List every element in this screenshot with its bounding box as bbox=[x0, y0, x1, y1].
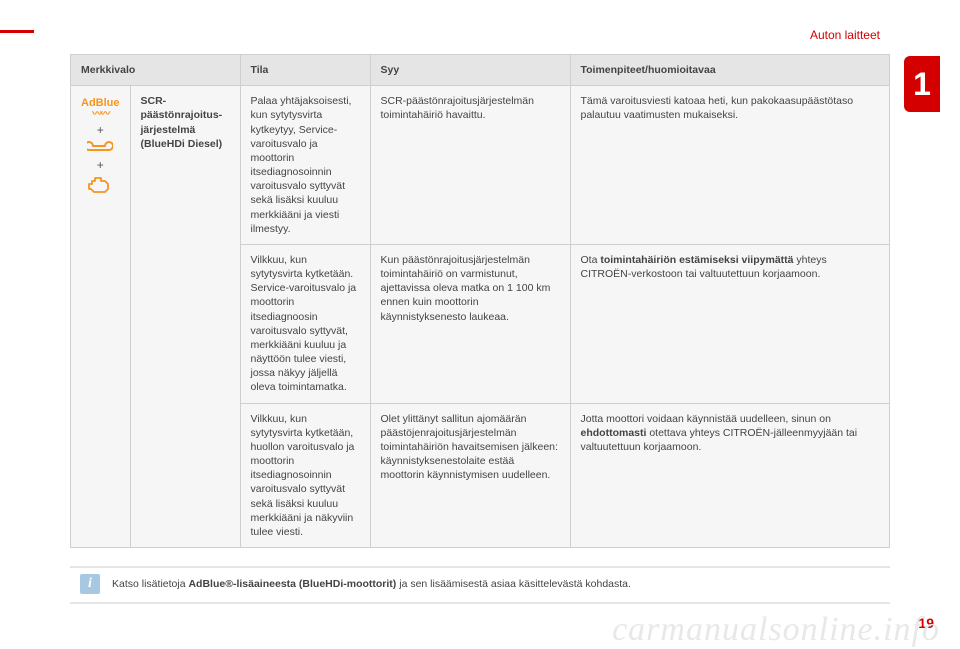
adblue-text: AdBlue bbox=[81, 97, 120, 109]
txt: Jotta moottori voidaan käynnistää uudell… bbox=[581, 413, 831, 425]
cell-tila: Vilkkuu, kun sytytysvirta kytketään. Ser… bbox=[240, 244, 370, 403]
table-header-row: Merkkivalo Tila Syy Toimenpiteet/huomioi… bbox=[71, 55, 890, 86]
engine-icon bbox=[87, 175, 113, 195]
txt-bold: ehdottomasti bbox=[581, 427, 647, 439]
plus-icon: + bbox=[81, 157, 120, 173]
adblue-icon: AdBlue 〰〰 bbox=[81, 97, 120, 120]
page-number: 19 bbox=[918, 615, 934, 631]
info-bold: AdBlue®-lisäaineesta (BlueHDi-moottorit) bbox=[188, 578, 396, 590]
cell-tila: Palaa yhtäjaksoisesti, kun sytytysvirta … bbox=[240, 86, 370, 245]
section-title: Auton laitteet bbox=[810, 28, 880, 42]
cell-toim: Ota toimintahäiriön estämiseksi viipymät… bbox=[570, 244, 890, 403]
cell-syy: Olet ylittänyt sallitun ajomäärän päästö… bbox=[370, 403, 570, 548]
col-toimenpiteet: Toimenpiteet/huomioitavaa bbox=[570, 55, 890, 86]
thumb-tab: 1 bbox=[904, 56, 940, 112]
cell-syy: Kun päästönrajoitusjärjestelmän toiminta… bbox=[370, 244, 570, 403]
cell-tila: Vilkkuu, kun sytytysvirta kytketään, huo… bbox=[240, 403, 370, 548]
txt-bold: toimintahäiriön estämiseksi viipymättä bbox=[600, 254, 793, 266]
txt: Ota bbox=[581, 254, 601, 266]
col-tila: Tila bbox=[240, 55, 370, 86]
table-row: AdBlue 〰〰 + + SCR-päästönrajoitus-järjes… bbox=[71, 86, 890, 245]
info-icon: i bbox=[80, 574, 100, 594]
col-syy: Syy bbox=[370, 55, 570, 86]
col-merkkivalo: Merkkivalo bbox=[71, 55, 241, 86]
cell-toim: Tämä varoitusviesti katoaa heti, kun pak… bbox=[570, 86, 890, 245]
wrench-icon bbox=[87, 141, 113, 155]
info-text: Katso lisätietoja bbox=[112, 578, 188, 590]
cell-syy: SCR-päästönrajoitusjärjestelmän toiminta… bbox=[370, 86, 570, 245]
warning-table: Merkkivalo Tila Syy Toimenpiteet/huomioi… bbox=[70, 54, 890, 548]
accent-bar bbox=[0, 30, 34, 33]
watermark: carmanualsonline.info bbox=[612, 611, 940, 649]
info-text: ja sen lisäämisestä asiaa käsittelevästä… bbox=[396, 578, 631, 590]
cell-toim: Jotta moottori voidaan käynnistää uudell… bbox=[570, 403, 890, 548]
plus-icon: + bbox=[81, 122, 120, 138]
indicator-icons: AdBlue 〰〰 + + bbox=[71, 86, 131, 548]
adblue-wave: 〰〰 bbox=[81, 110, 120, 120]
info-box: i Katso lisätietoja AdBlue®-lisäaineesta… bbox=[70, 566, 890, 604]
indicator-label: SCR-päästönrajoitus-järjestelmä (BlueHDi… bbox=[130, 86, 240, 548]
